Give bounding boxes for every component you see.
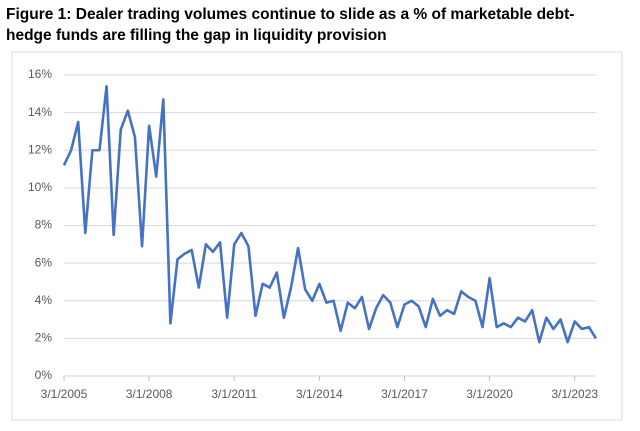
y-tick-label: 16% [28, 67, 52, 81]
chart-frame [11, 51, 623, 421]
y-tick-label: 12% [28, 142, 52, 156]
x-tick-label: 3/1/2005 [41, 387, 88, 401]
chart-title: Figure 1: Dealer trading volumes continu… [6, 6, 575, 44]
x-tick-label: 3/1/2020 [466, 387, 513, 401]
x-tick-label: 3/1/2014 [296, 387, 343, 401]
y-tick-label: 0% [35, 368, 53, 382]
x-tick-label: 3/1/2008 [126, 387, 173, 401]
y-tick-label: 10% [28, 180, 52, 194]
y-tick-label: 2% [35, 331, 53, 345]
data-line [62, 84, 598, 344]
y-tick-label: 8% [35, 218, 53, 232]
x-tick-label: 3/1/2023 [551, 387, 598, 401]
x-tick-label: 3/1/2017 [381, 387, 428, 401]
y-tick-label: 14% [28, 105, 52, 119]
y-tick-label: 6% [35, 255, 53, 269]
y-tick-label: 4% [35, 293, 53, 307]
x-tick-label: 3/1/2011 [211, 387, 257, 401]
